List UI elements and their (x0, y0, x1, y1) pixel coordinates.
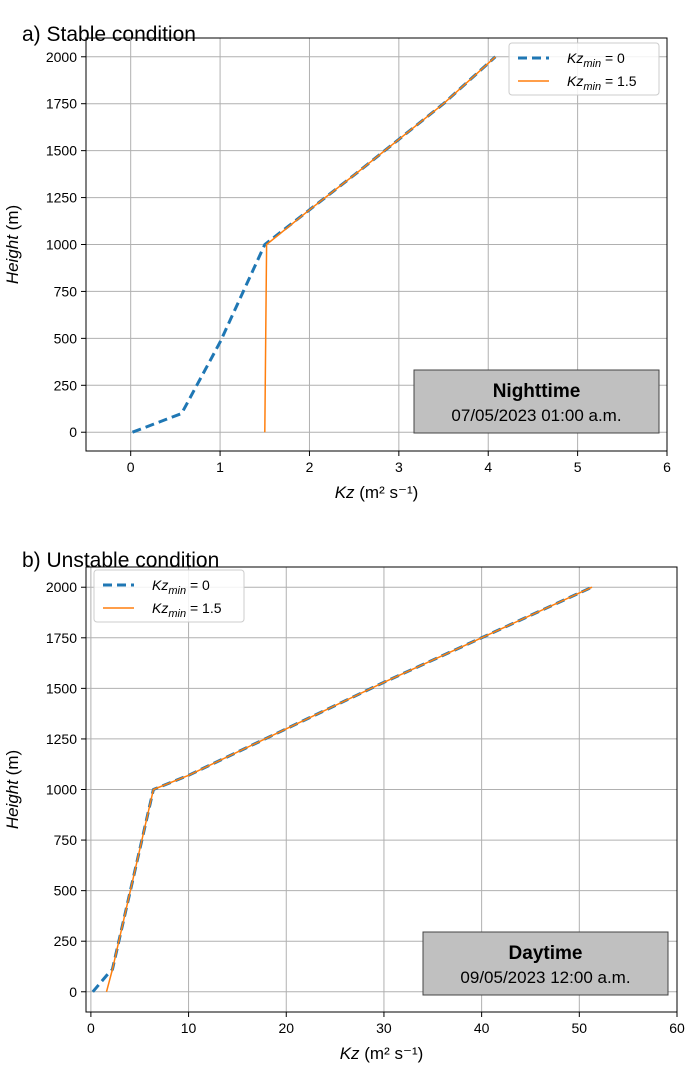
x-axis-label: Kz (m² s⁻¹) (340, 1044, 424, 1063)
x-tick-label: 0 (127, 459, 135, 475)
legend-entry-value: = 1.5 (186, 600, 222, 616)
y-tick-label: 1250 (46, 190, 77, 206)
x-tick-label: 60 (669, 1020, 685, 1036)
annotation-box (413, 369, 660, 434)
panel-title: b) Unstable condition (22, 549, 219, 572)
x-tick-label: 40 (474, 1020, 490, 1036)
y-tick-label: 1000 (46, 782, 77, 798)
legend-entry-var: Kz (567, 73, 583, 89)
y-tick-label: 1250 (46, 731, 77, 747)
y-tick-label: 0 (69, 984, 77, 1000)
annotation-box (422, 931, 669, 996)
legend-entry-value: = 0 (186, 577, 210, 593)
y-tick-label: 1750 (46, 630, 77, 646)
x-tick-label: 50 (572, 1020, 588, 1036)
x-tick-label: 1 (216, 459, 224, 475)
x-axis-label-var: Kz (340, 1044, 360, 1063)
y-tick-label: 750 (54, 283, 78, 299)
legend-entry-sub: min (583, 58, 601, 70)
legend-box (508, 42, 660, 96)
legend-entry-sub: min (168, 585, 186, 597)
x-tick-label: 0 (87, 1020, 95, 1036)
x-axis-label-units: (m² s⁻¹) (355, 483, 419, 502)
x-tick-label: 3 (395, 459, 403, 475)
x-tick-label: 2 (306, 459, 314, 475)
x-tick-label: 30 (376, 1020, 392, 1036)
y-tick-label: 1500 (46, 680, 77, 696)
y-tick-label: 500 (54, 883, 78, 899)
y-tick-label: 0 (69, 424, 77, 440)
legend-box (93, 569, 245, 623)
legend-entry-value: = 1.5 (601, 73, 637, 89)
chart-panel-stable: a) Stable condition 0 1 2 3 4 5 6 0 250 500 750 1000… (3, 23, 671, 502)
unstable-condition-chart: b) Unstable condition 0 10 20 30 40 50 60 0 250 50… (3, 549, 685, 1063)
legend-entry-sub: min (583, 81, 601, 93)
legend-entry: Kzmin = 1.5 (152, 600, 222, 620)
stable-condition-chart: a) Stable condition 0 1 2 3 4 5 6 0 250 500 750 1000… (3, 23, 671, 502)
annotation-title: Daytime (509, 943, 583, 964)
legend-entry: Kzmin = 0 (567, 50, 625, 70)
y-axis-label-units: (m) (3, 205, 22, 235)
series-line-kzmin-1-5 (105, 586, 593, 992)
chart-panel-unstable: b) Unstable condition 0 10 20 30 40 50 60 0 250 50… (0, 537, 685, 1074)
y-axis-label-var: Height (3, 234, 22, 284)
y-tick-label: 250 (54, 377, 78, 393)
y-axis-label-var: Height (3, 779, 22, 829)
legend-entry-value: = 0 (601, 50, 625, 66)
y-tick-label: 1750 (46, 96, 77, 112)
x-axis-label: Kz (m² s⁻¹) (335, 483, 419, 502)
legend-entry: Kzmin = 1.5 (567, 73, 637, 93)
annotation-datetime: 07/05/2023 01:00 a.m. (451, 406, 621, 425)
legend-entry-sub: min (168, 608, 186, 620)
annotation-title: Nighttime (493, 381, 581, 402)
x-axis-label-var: Kz (335, 483, 355, 502)
y-tick-label: 1500 (46, 143, 77, 159)
panel-title: a) Stable condition (22, 23, 196, 46)
x-axis-label-units: (m² s⁻¹) (360, 1044, 424, 1063)
series-line-kzmin-1-5 (264, 56, 496, 433)
y-axis-label: Height (m) (3, 750, 22, 829)
legend-entry-var: Kz (152, 577, 168, 593)
x-tick-label: 5 (574, 459, 582, 475)
y-axis-label-units: (m) (3, 750, 22, 780)
x-tick-label: 6 (663, 459, 671, 475)
y-tick-label: 750 (54, 832, 78, 848)
y-tick-label: 250 (54, 933, 78, 949)
y-tick-label: 500 (54, 330, 78, 346)
y-tick-label: 1000 (46, 237, 77, 253)
y-axis-label: Height (m) (3, 205, 22, 284)
y-tick-label: 2000 (46, 49, 77, 65)
legend-entry-var: Kz (152, 600, 168, 616)
legend-entry: Kzmin = 0 (152, 577, 210, 597)
annotation-datetime: 09/05/2023 12:00 a.m. (460, 968, 630, 987)
y-tick-label: 2000 (46, 579, 77, 595)
legend-entry-var: Kz (567, 50, 583, 66)
x-tick-label: 4 (484, 459, 492, 475)
x-tick-label: 10 (181, 1020, 197, 1036)
x-tick-label: 20 (278, 1020, 294, 1036)
